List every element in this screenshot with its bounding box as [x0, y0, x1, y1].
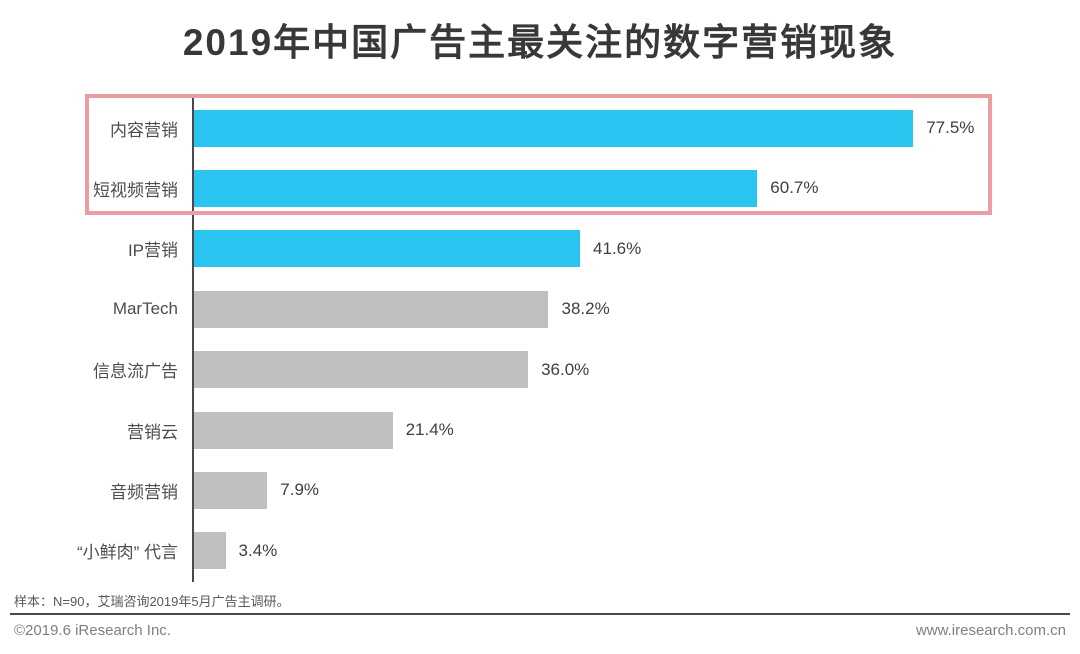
chart-row: MarTech 38.2% [0, 279, 1080, 340]
bar [194, 532, 226, 570]
value-label: 7.9% [280, 480, 320, 500]
chart-row: “小鲜肉” 代言 3.4% [0, 520, 1080, 581]
value-label: 41.6% [593, 238, 642, 258]
bar [194, 471, 268, 509]
category-label: “小鲜肉” 代言 [76, 543, 178, 563]
bar [194, 411, 393, 449]
value-label: 60.7% [770, 178, 819, 198]
footer-divider [10, 613, 1070, 615]
chart-row: 短视频营销 60.7% [0, 158, 1080, 219]
value-label: 77.5% [926, 118, 975, 137]
category-label: 内容营销 [110, 120, 178, 140]
bar [194, 290, 549, 328]
bar [194, 351, 529, 389]
value-label: 38.2% [561, 299, 610, 319]
value-label: 21.4% [405, 420, 454, 439]
value-label: 3.4% [238, 540, 278, 560]
chart-row: 音频营销 7.9% [0, 460, 1080, 521]
bar [194, 230, 581, 268]
chart-row: 营销云 21.4% [0, 400, 1080, 461]
chart-row: 内容营销 77.5% [0, 98, 1080, 159]
bar [194, 169, 758, 207]
value-label: 36.0% [541, 359, 590, 379]
category-label: MarTech [112, 299, 178, 319]
website-url: www.iresearch.com.cn [915, 622, 1066, 639]
category-label: 短视频营销 [93, 180, 178, 200]
category-label: 音频营销 [110, 482, 178, 502]
category-label: 营销云 [127, 422, 178, 442]
chart-title: 2019年中国广告主最关注的数字营销现象 [182, 22, 898, 63]
chart-row: 信息流广告 36.0% [0, 339, 1080, 400]
copyright-text: ©2019.6 iResearch Inc. [14, 622, 171, 639]
sample-note: 样本：N=90，艾瑞咨询2019年5月广告主调研。 [14, 594, 290, 609]
bar [194, 109, 914, 147]
category-label: IP营销 [127, 241, 178, 261]
chart-row: IP营销 41.6% [0, 218, 1080, 279]
y-axis-line [192, 95, 194, 582]
category-label: 信息流广告 [93, 362, 178, 382]
